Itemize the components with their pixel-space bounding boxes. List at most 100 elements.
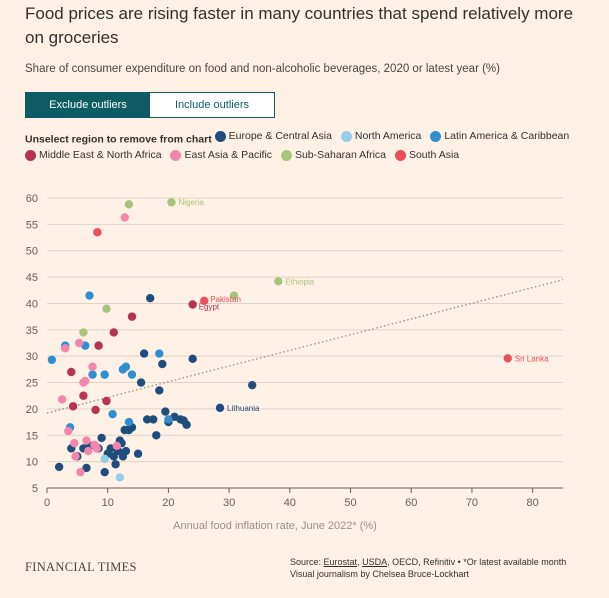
data-point[interactable] <box>127 312 137 321</box>
legend-label: Europe & Central Asia <box>228 130 332 142</box>
data-point[interactable] <box>79 391 88 400</box>
legend-item[interactable]: South Asia <box>394 148 459 164</box>
data-point[interactable] <box>94 341 103 350</box>
data-point[interactable] <box>133 449 143 458</box>
point-label: Nigeria <box>178 198 204 207</box>
data-point[interactable] <box>188 300 197 309</box>
data-point[interactable] <box>84 446 93 456</box>
data-point[interactable] <box>97 433 106 443</box>
legend-item[interactable]: Europe & Central Asia <box>214 129 332 145</box>
data-point[interactable] <box>142 415 152 424</box>
legend-item[interactable]: North America <box>340 129 421 145</box>
data-point[interactable] <box>152 431 161 440</box>
point-label: Pakistan <box>210 295 241 304</box>
x-tick-label: 20 <box>162 497 174 509</box>
data-point[interactable] <box>74 338 84 348</box>
source-link-eurostat[interactable]: Eurostat <box>323 557 358 567</box>
data-point[interactable] <box>124 417 134 427</box>
data-point[interactable] <box>47 355 57 365</box>
data-point[interactable] <box>161 407 170 416</box>
x-tick-label: 80 <box>527 497 539 509</box>
exclude-outliers-button[interactable]: Exclude outliers <box>26 93 150 117</box>
source-link-usda[interactable]: USDA <box>362 557 388 567</box>
legend-swatch <box>394 150 406 161</box>
data-point[interactable] <box>82 463 91 473</box>
data-point[interactable] <box>109 328 118 337</box>
data-point[interactable] <box>88 362 97 371</box>
data-point[interactable] <box>247 380 257 390</box>
data-point[interactable] <box>102 396 111 406</box>
data-point[interactable] <box>136 378 146 387</box>
data-point[interactable] <box>108 409 117 419</box>
data-point[interactable] <box>111 460 120 469</box>
data-point[interactable] <box>121 446 131 456</box>
data-point[interactable] <box>76 467 85 477</box>
data-point[interactable] <box>61 344 70 353</box>
data-point[interactable] <box>82 436 91 445</box>
data-point[interactable] <box>158 359 167 369</box>
legend-swatch <box>280 150 292 161</box>
point-label: Egypt <box>199 303 220 312</box>
data-point[interactable] <box>67 367 76 377</box>
x-tick-label: 60 <box>405 497 417 509</box>
ft-logo: FINANCIAL TIMES <box>25 560 137 574</box>
data-point[interactable] <box>91 405 100 415</box>
data-point[interactable] <box>85 291 94 300</box>
scatter-chart: 5 10 15 20 25 30 35 40 45 50 55 60 0 10 20 30 40 50 60 70 80… <box>26 193 564 532</box>
data-point[interactable] <box>120 213 129 222</box>
chart-title: Food prices are rising faster in many co… <box>25 4 574 47</box>
data-point[interactable] <box>229 291 239 300</box>
data-point[interactable] <box>100 467 109 477</box>
data-point[interactable] <box>182 420 191 429</box>
y-tick-label: 35 <box>26 325 38 337</box>
data-point[interactable] <box>200 296 209 306</box>
legend-item[interactable]: Middle East & North Africa <box>25 148 162 164</box>
data-point[interactable] <box>274 277 283 286</box>
legend-item[interactable]: East Asia & Pacific <box>170 148 272 164</box>
data-point[interactable] <box>112 441 122 451</box>
y-tick-label: 30 <box>26 351 38 363</box>
source-sep: , <box>357 557 363 567</box>
point-label: Sri Lanka <box>515 354 549 363</box>
data-point[interactable] <box>155 386 164 395</box>
data-point[interactable] <box>167 198 176 207</box>
legend-swatch <box>340 131 352 143</box>
data-point[interactable] <box>100 454 109 464</box>
legend-label: East Asia & Pacific <box>184 148 273 161</box>
data-point[interactable] <box>92 444 101 453</box>
data-point[interactable] <box>79 328 88 337</box>
data-point[interactable] <box>503 354 512 363</box>
legend-item[interactable]: Latin America & Caribbean <box>430 129 569 145</box>
data-point[interactable] <box>102 304 111 313</box>
data-point[interactable] <box>149 415 158 424</box>
data-point[interactable] <box>124 200 134 209</box>
data-point[interactable] <box>64 426 73 436</box>
data-point[interactable] <box>93 228 102 237</box>
data-point[interactable] <box>100 370 109 379</box>
data-point[interactable] <box>54 462 64 472</box>
include-outliers-button[interactable]: Include outliers <box>150 93 274 117</box>
data-point[interactable] <box>57 395 67 404</box>
data-point[interactable] <box>146 293 155 303</box>
data-point[interactable] <box>164 415 173 424</box>
data-point[interactable] <box>70 438 79 448</box>
data-point[interactable] <box>71 452 80 461</box>
y-tick-label: 20 <box>26 404 38 416</box>
data-point[interactable] <box>81 376 90 386</box>
y-tick-label: 45 <box>26 272 38 284</box>
data-point[interactable] <box>155 349 164 358</box>
data-point[interactable] <box>121 362 131 371</box>
x-tick-label: 30 <box>223 497 235 509</box>
data-point[interactable] <box>88 370 97 379</box>
data-point[interactable] <box>188 354 197 364</box>
trend-line <box>46 279 564 414</box>
data-point[interactable] <box>139 349 149 358</box>
legend-swatch <box>430 131 442 143</box>
data-point[interactable] <box>127 370 137 379</box>
data-point[interactable] <box>68 402 78 411</box>
x-tick-label: 50 <box>344 497 356 509</box>
data-point[interactable] <box>115 473 125 482</box>
data-point[interactable] <box>215 403 225 413</box>
credit: Visual journalism by Chelsea Bruce-Lockh… <box>290 569 469 579</box>
legend-item[interactable]: Sub-Saharan Africa <box>280 148 386 164</box>
